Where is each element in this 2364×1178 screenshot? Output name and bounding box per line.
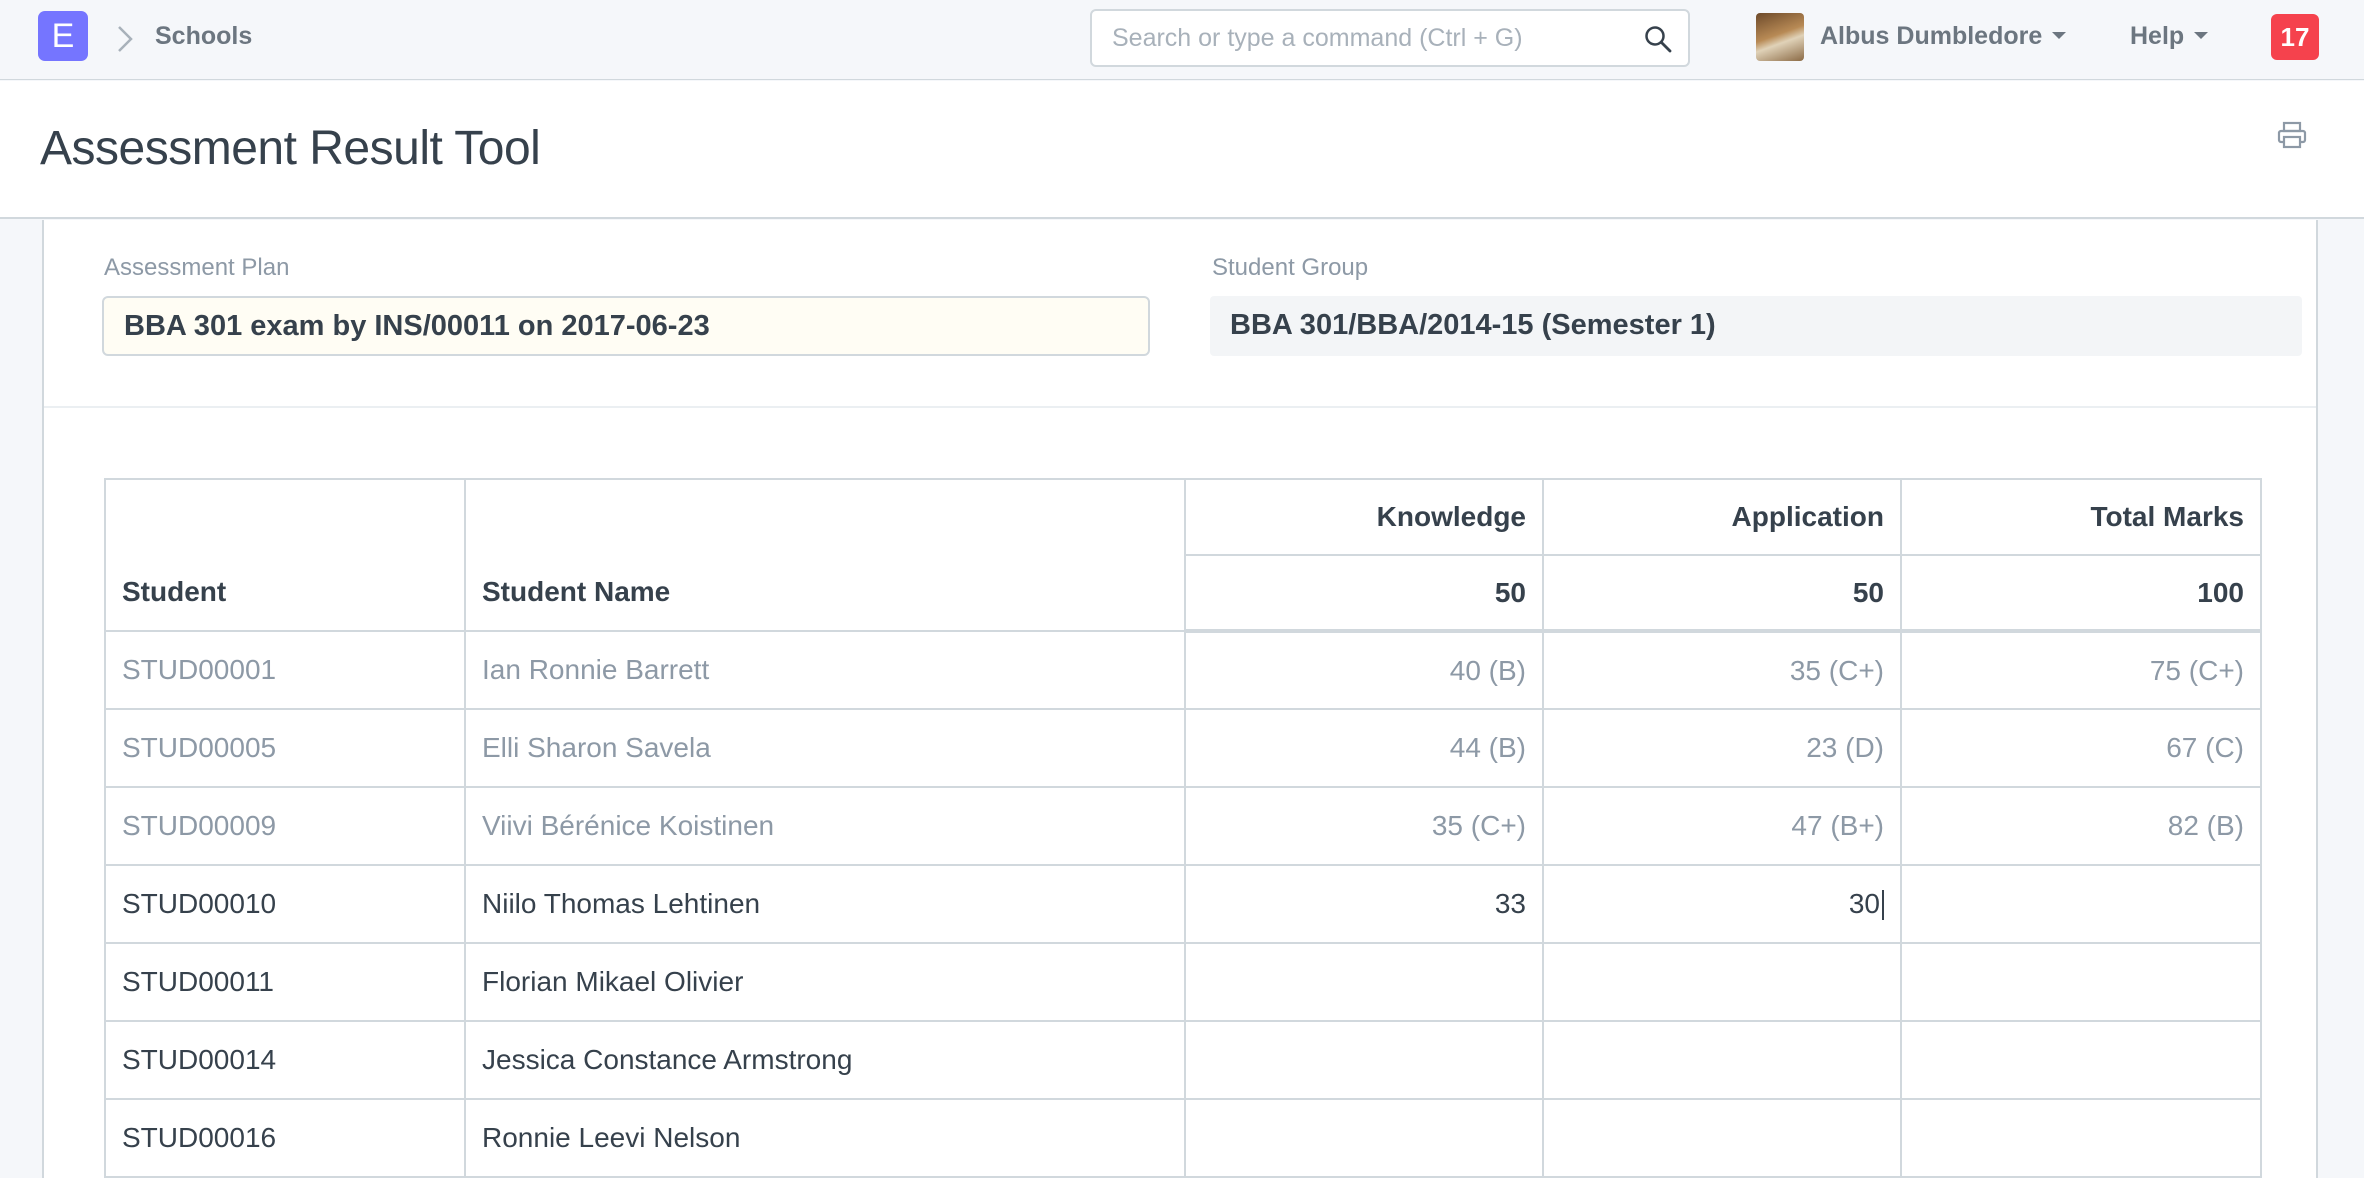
assessment-plan-field[interactable]: BBA 301 exam by INS/00011 on 2017-06-23 xyxy=(102,296,1150,356)
search-input[interactable] xyxy=(1092,11,1632,65)
student-id-cell: STUD00016 xyxy=(104,1098,466,1178)
application-score-input[interactable] xyxy=(1542,942,1902,1022)
application-score-value: 30 xyxy=(1848,887,1880,919)
col-header-student: Student xyxy=(104,478,466,632)
application-score-input[interactable]: 30 xyxy=(1542,864,1902,944)
page-head: Assessment Result Tool xyxy=(0,81,2364,219)
total-max-marks: 100 xyxy=(1900,554,2262,633)
result-table: Student Student Name Knowledge Applicati… xyxy=(104,478,2262,1178)
student-name-cell: Elli Sharon Savela xyxy=(464,708,1186,788)
col-header-total: Total Marks xyxy=(1900,478,2262,556)
table-row: STUD00010 Niilo Thomas Lehtinen 33 30 xyxy=(104,864,2262,944)
total-score-cell xyxy=(1900,1098,2262,1178)
application-score-input[interactable] xyxy=(1542,1098,1902,1178)
col-header-knowledge: Knowledge xyxy=(1184,478,1544,556)
student-id-cell: STUD00001 xyxy=(104,630,466,710)
chevron-right-icon xyxy=(116,24,134,59)
student-name-cell: Florian Mikael Olivier xyxy=(464,942,1186,1022)
search-icon[interactable] xyxy=(1644,25,1672,58)
total-score-cell xyxy=(1900,1020,2262,1100)
student-id-cell: STUD00010 xyxy=(104,864,466,944)
table-row: STUD00014 Jessica Constance Armstrong xyxy=(104,1020,2262,1100)
help-menu[interactable]: Help xyxy=(2130,22,2209,51)
assessment-plan-label: Assessment Plan xyxy=(104,254,290,281)
navbar: E Schools Albus Dumbledore Help 17 xyxy=(0,0,2364,80)
student-id-cell: STUD00009 xyxy=(104,786,466,866)
table-row: STUD00009 Viivi Bérénice Koistinen 35 (C… xyxy=(104,786,2262,866)
knowledge-score-cell[interactable]: 35 (C+) xyxy=(1184,786,1544,866)
student-id-cell: STUD00005 xyxy=(104,708,466,788)
knowledge-score-cell[interactable]: 40 (B) xyxy=(1184,630,1544,710)
col-header-student-name: Student Name xyxy=(464,478,1186,632)
knowledge-score-input[interactable] xyxy=(1184,1020,1544,1100)
table-row: STUD00005 Elli Sharon Savela 44 (B) 23 (… xyxy=(104,708,2262,788)
student-id-cell: STUD00014 xyxy=(104,1020,466,1100)
student-name-cell: Ian Ronnie Barrett xyxy=(464,630,1186,710)
table-row: STUD00016 Ronnie Leevi Nelson xyxy=(104,1098,2262,1178)
student-id-cell: STUD00011 xyxy=(104,942,466,1022)
notification-badge[interactable]: 17 xyxy=(2271,14,2319,60)
user-menu[interactable]: Albus Dumbledore xyxy=(1820,22,2067,51)
knowledge-score-input[interactable]: 33 xyxy=(1184,864,1544,944)
student-name-cell: Ronnie Leevi Nelson xyxy=(464,1098,1186,1178)
total-score-cell: 82 (B) xyxy=(1900,786,2262,866)
application-score-cell[interactable]: 47 (B+) xyxy=(1542,786,1902,866)
form-body: Assessment Plan BBA 301 exam by INS/0001… xyxy=(42,220,2318,1178)
total-score-cell: 67 (C) xyxy=(1900,708,2262,788)
knowledge-max-marks: 50 xyxy=(1184,554,1544,633)
table-row: STUD00011 Florian Mikael Olivier xyxy=(104,942,2262,1022)
caret-down-icon xyxy=(2052,31,2067,39)
help-label: Help xyxy=(2130,22,2185,50)
total-score-cell: 75 (C+) xyxy=(1900,630,2262,710)
student-name-cell: Niilo Thomas Lehtinen xyxy=(464,864,1186,944)
knowledge-score-input[interactable] xyxy=(1184,1098,1544,1178)
student-name-cell: Jessica Constance Armstrong xyxy=(464,1020,1186,1100)
text-cursor xyxy=(1882,890,1884,921)
user-name-label: Albus Dumbledore xyxy=(1820,22,2043,50)
print-icon[interactable] xyxy=(2277,121,2307,154)
application-max-marks: 50 xyxy=(1542,554,1902,633)
application-score-cell[interactable]: 35 (C+) xyxy=(1542,630,1902,710)
app-logo[interactable]: E xyxy=(38,11,88,61)
section-divider xyxy=(44,406,2316,408)
application-score-cell[interactable]: 23 (D) xyxy=(1542,708,1902,788)
application-score-input[interactable] xyxy=(1542,1020,1902,1100)
student-group-field: BBA 301/BBA/2014-15 (Semester 1) xyxy=(1210,296,2302,356)
knowledge-score-input[interactable] xyxy=(1184,942,1544,1022)
student-group-label: Student Group xyxy=(1212,254,1369,281)
table-row: STUD00001 Ian Ronnie Barrett 40 (B) 35 (… xyxy=(104,630,2262,710)
breadcrumb-schools[interactable]: Schools xyxy=(155,22,253,50)
student-name-cell: Viivi Bérénice Koistinen xyxy=(464,786,1186,866)
caret-down-icon xyxy=(2194,31,2209,39)
total-score-cell xyxy=(1900,864,2262,944)
total-score-cell xyxy=(1900,942,2262,1022)
knowledge-score-cell[interactable]: 44 (B) xyxy=(1184,708,1544,788)
avatar[interactable] xyxy=(1756,13,1804,61)
page-title: Assessment Result Tool xyxy=(40,122,541,175)
search-box xyxy=(1090,9,1690,67)
col-header-application: Application xyxy=(1542,478,1902,556)
